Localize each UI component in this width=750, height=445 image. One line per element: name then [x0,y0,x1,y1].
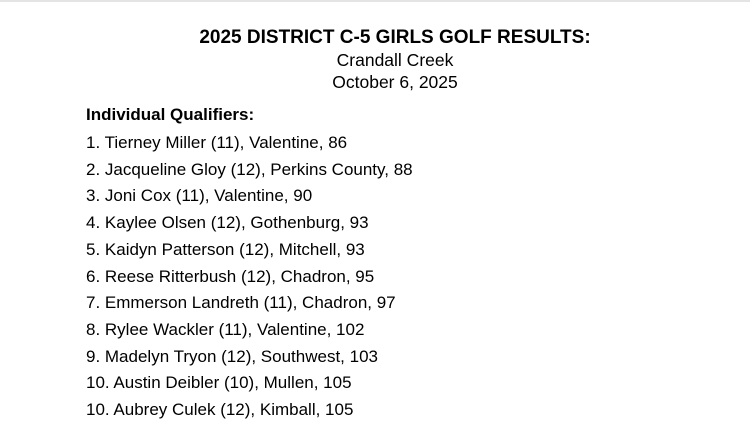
page-title: 2025 DISTRICT C-5 GIRLS GOLF RESULTS: [199,27,591,48]
qualifier-row: 4. Kaylee Olsen (12), Gothenburg, 93 [86,213,369,233]
qualifier-row: 10. Aubrey Culek (12), Kimball, 105 [86,400,354,420]
qualifier-row: 5. Kaidyn Patterson (12), Mitchell, 93 [86,239,365,259]
qualifier-row: 9. Madelyn Tryon (12), Southwest, 103 [86,346,378,366]
qualifier-row: 7. Emmerson Landreth (11), Chadron, 97 [86,293,396,313]
qualifier-row: 10. Austin Deibler (10), Mullen, 105 [86,373,352,393]
qualifier-row: 6. Reese Ritterbush (12), Chadron, 95 [86,266,375,286]
document-header: 2025 DISTRICT C-5 GIRLS GOLF RESULTS: Cr… [86,2,704,93]
event-date: October 6, 2025 [332,72,458,92]
qualifier-row: 2. Jacqueline Gloy (12), Perkins County,… [86,159,413,179]
qualifier-row: 8. Rylee Wackler (11), Valentine, 102 [86,319,365,339]
qualifier-row: 1. Tierney Miller (11), Valentine, 86 [86,133,348,152]
qualifier-row: 3. Joni Cox (11), Valentine, 90 [86,186,313,206]
section-heading: Individual Qualifiers: [86,105,255,124]
venue-name: Crandall Creek [336,50,454,70]
top-divider [0,0,750,2]
results-document: 2025 DISTRICT C-5 GIRLS GOLF RESULTS: Cr… [86,2,704,424]
qualifier-list: 1. Tierney Miller (11), Valentine, 86 2. … [86,130,704,424]
document-page: 2025 DISTRICT C-5 GIRLS GOLF RESULTS: Cr… [0,0,750,424]
